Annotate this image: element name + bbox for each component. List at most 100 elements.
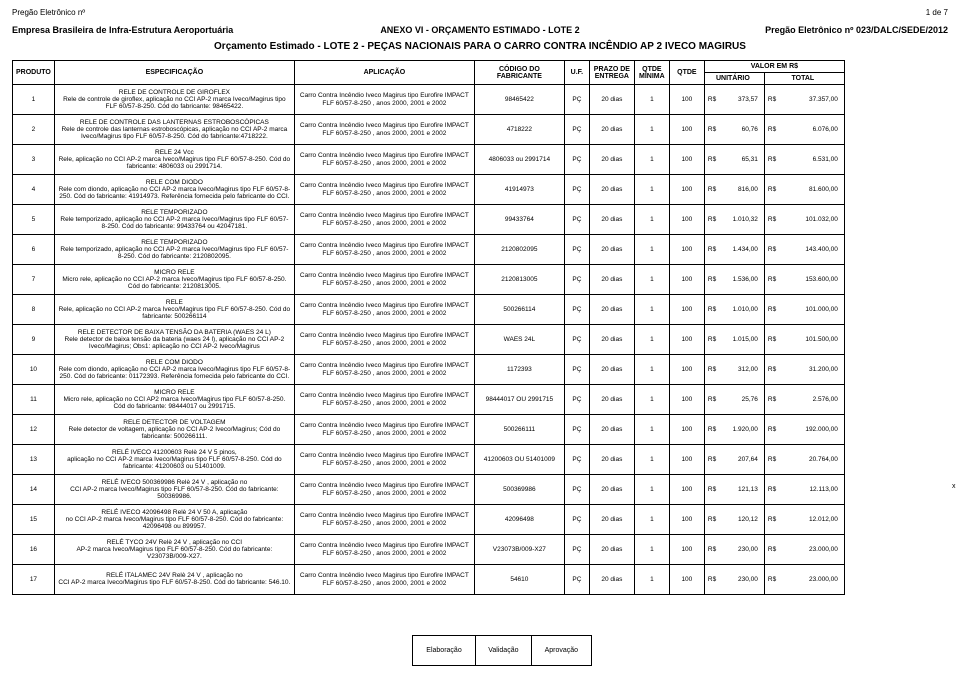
cell-total: R$31.200,00 <box>764 355 844 385</box>
cell-qtde-min: 1 <box>634 295 669 325</box>
cell-prazo: 20 dias <box>589 355 634 385</box>
cell-uf: PÇ <box>564 235 589 265</box>
cell-qtde: 100 <box>669 475 704 505</box>
cell-produto: 5 <box>13 205 55 235</box>
cell-aplicacao: Carro Contra Incêndio Iveco Magirus tipo… <box>294 565 474 595</box>
col-uf: U.F. <box>564 61 589 85</box>
cell-uf: PÇ <box>564 265 589 295</box>
cell-aplicacao: Carro Contra Incêndio Iveco Magirus tipo… <box>294 175 474 205</box>
cell-total: R$23.000,00 <box>764 535 844 565</box>
col-total: TOTAL <box>764 73 844 85</box>
cell-qtde: 100 <box>669 355 704 385</box>
cell-qtde: 100 <box>669 85 704 115</box>
cell-codigo: 98465422 <box>474 85 564 115</box>
cell-especificacao: MICRO RELEMicro rele, aplicação no CCI A… <box>54 265 294 295</box>
anexo-title: ANEXO VI - ORÇAMENTO ESTIMADO - LOTE 2 <box>262 25 698 35</box>
cell-especificacao: RELE COM DIODORele com diondo, aplicação… <box>54 355 294 385</box>
cell-unitario: R$312,00 <box>704 355 764 385</box>
col-qtde: QTDE <box>669 61 704 85</box>
cell-aplicacao: Carro Contra Incêndio Iveco Magirus tipo… <box>294 265 474 295</box>
cell-produto: 17 <box>13 565 55 595</box>
cell-prazo: 20 dias <box>589 115 634 145</box>
cell-qtde-min: 1 <box>634 415 669 445</box>
cell-prazo: 20 dias <box>589 445 634 475</box>
table-row: 12RELE DETECTOR DE VOLTAGEMRele detector… <box>13 415 948 445</box>
cell-produto: 10 <box>13 355 55 385</box>
col-aplicacao: APLICAÇÃO <box>294 61 474 85</box>
cell-produto: 6 <box>13 235 55 265</box>
cell-prazo: 20 dias <box>589 565 634 595</box>
cell-especificacao: RELÉ IVECO 500369986 Relè 24 V , aplicaç… <box>54 475 294 505</box>
cell-prazo: 20 dias <box>589 85 634 115</box>
cell-unitario: R$25,76 <box>704 385 764 415</box>
cell-aplicacao: Carro Contra Incêndio Iveco Magirus tipo… <box>294 355 474 385</box>
cell-total: R$12.012,00 <box>764 505 844 535</box>
cell-qtde-min: 1 <box>634 115 669 145</box>
cell-codigo: 98444017 OU 2991715 <box>474 385 564 415</box>
cell-qtde: 100 <box>669 535 704 565</box>
cell-especificacao: RELE TEMPORIZADORele temporizado, aplica… <box>54 235 294 265</box>
header-row: Empresa Brasileira de Infra-Estrutura Ae… <box>12 25 948 35</box>
cell-qtde-min: 1 <box>634 235 669 265</box>
cell-especificacao: RELE DETECTOR DE VOLTAGEMRele detector d… <box>54 415 294 445</box>
cell-produto: 9 <box>13 325 55 355</box>
cell-total: R$2.576,00 <box>764 385 844 415</box>
cell-especificacao: RELÉ ITALAMEC 24V Relè 24 V , aplicação … <box>54 565 294 595</box>
cell-codigo: 54610 <box>474 565 564 595</box>
cell-prazo: 20 dias <box>589 235 634 265</box>
cell-qtde: 100 <box>669 415 704 445</box>
table-row: 16RELÉ TYCO 24V Relè 24 V , aplicação no… <box>13 535 948 565</box>
table-row: 5RELE TEMPORIZADORele temporizado, aplic… <box>13 205 948 235</box>
cell-total: R$101.500,00 <box>764 325 844 355</box>
cell-uf: PÇ <box>564 295 589 325</box>
table-row: 14RELÉ IVECO 500369986 Relè 24 V , aplic… <box>13 475 948 505</box>
cell-produto: 13 <box>13 445 55 475</box>
cell-unitario: R$1.434,00 <box>704 235 764 265</box>
table-row: 9RELE DETECTOR DE BAIXA TENSÃO DA BATERI… <box>13 325 948 355</box>
cell-qtde-min: 1 <box>634 325 669 355</box>
cell-qtde-min: 1 <box>634 445 669 475</box>
page-header-top: Pregão Eletrônico nº 1 de 7 <box>12 8 948 17</box>
cell-prazo: 20 dias <box>589 145 634 175</box>
cell-aplicacao: Carro Contra Incêndio Iveco Magirus tipo… <box>294 325 474 355</box>
table-row: 7MICRO RELEMicro rele, aplicação no CCI … <box>13 265 948 295</box>
table-row: 2RELE DE CONTROLE DAS LANTERNAS ESTROBOS… <box>13 115 948 145</box>
header-left-text: Pregão Eletrônico nº <box>12 8 85 17</box>
cell-qtde: 100 <box>669 175 704 205</box>
cell-uf: PÇ <box>564 475 589 505</box>
cell-unitario: R$230,00 <box>704 565 764 595</box>
cell-produto: 12 <box>13 415 55 445</box>
cell-qtde: 100 <box>669 325 704 355</box>
table-header: PRODUTO ESPECIFICAÇÃO APLICAÇÃO CÓDIGO D… <box>13 61 948 85</box>
cell-unitario: R$207,64 <box>704 445 764 475</box>
cell-qtde-min: 1 <box>634 175 669 205</box>
cell-unitario: R$1.010,00 <box>704 295 764 325</box>
cell-aplicacao: Carro Contra Incêndio Iveco Magirus tipo… <box>294 415 474 445</box>
cell-prazo: 20 dias <box>589 175 634 205</box>
cell-uf: PÇ <box>564 505 589 535</box>
cell-especificacao: RELE DE CONTROLE DAS LANTERNAS ESTROBOSC… <box>54 115 294 145</box>
cell-produto: 14 <box>13 475 55 505</box>
cell-produto: 1 <box>13 85 55 115</box>
cell-produto: 11 <box>13 385 55 415</box>
cell-qtde-min: 1 <box>634 205 669 235</box>
table-row: 6RELE TEMPORIZADORele temporizado, aplic… <box>13 235 948 265</box>
cell-aplicacao: Carro Contra Incêndio Iveco Magirus tipo… <box>294 535 474 565</box>
cell-codigo: 99433764 <box>474 205 564 235</box>
table-row: 10RELE COM DIODORele com diondo, aplicaç… <box>13 355 948 385</box>
cell-qtde: 100 <box>669 295 704 325</box>
cell-aplicacao: Carro Contra Incêndio Iveco Magirus tipo… <box>294 235 474 265</box>
cell-uf: PÇ <box>564 205 589 235</box>
cell-qtde: 100 <box>669 205 704 235</box>
col-unitario: UNITÁRIO <box>704 73 764 85</box>
footer-validacao: Validação <box>476 636 532 666</box>
col-produto: PRODUTO <box>13 61 55 85</box>
cell-aplicacao: Carro Contra Incêndio Iveco Magirus tipo… <box>294 295 474 325</box>
cell-prazo: 20 dias <box>589 415 634 445</box>
cell-codigo: WAES 24L <box>474 325 564 355</box>
cell-total: R$192.000,00 <box>764 415 844 445</box>
cell-produto: 2 <box>13 115 55 145</box>
cell-qtde-min: 1 <box>634 535 669 565</box>
cell-prazo: 20 dias <box>589 325 634 355</box>
cell-qtde: 100 <box>669 115 704 145</box>
